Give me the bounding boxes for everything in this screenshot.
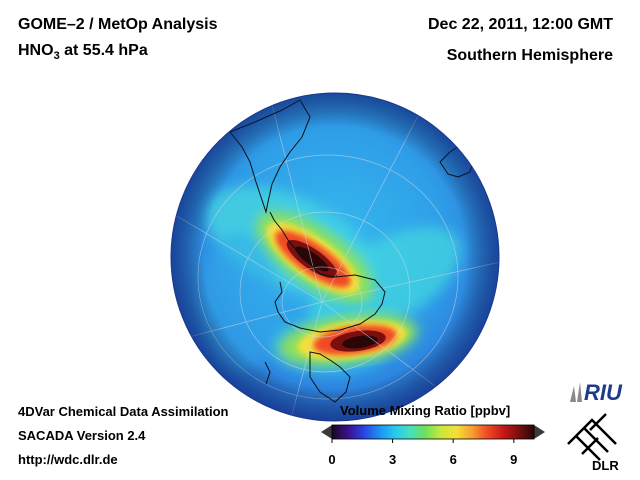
riu-logo: RIU [570, 380, 623, 405]
colorbar-max-arrow [534, 425, 545, 439]
colorbar-tick-label: 6 [449, 452, 457, 467]
hemisphere-label: Southern Hemisphere [446, 47, 613, 64]
colorbar-tick-label: 0 [328, 452, 336, 467]
colorbar-tick-label: 9 [510, 452, 518, 467]
version-label: SACADA Version 2.4 [18, 428, 146, 443]
species-suffix: at 55.4 hPa [59, 42, 148, 59]
globe-map [170, 92, 500, 422]
colorbar-gradient [332, 425, 534, 439]
source-url: http://wdc.dlr.de [18, 452, 118, 467]
species-prefix: HNO [18, 42, 54, 59]
map-title: GOME–2 / MetOp Analysis [18, 16, 218, 33]
colorbar-min-arrow [321, 425, 332, 439]
dlr-logo: DLR [567, 413, 619, 472]
dlr-logo-text: DLR [592, 458, 619, 472]
colorbar-label: Volume Mixing Ratio [ppbv] [340, 403, 511, 418]
method-label: 4DVar Chemical Data Assimilation [18, 404, 229, 419]
colorbar [321, 424, 545, 443]
species-label: HNO3 at 55.4 hPa [18, 42, 148, 62]
riu-logo-text: RIU [584, 380, 623, 405]
colorbar-tick-label: 3 [388, 452, 397, 467]
species-subscript: 3 [53, 50, 60, 63]
date-label: Dec 22, 2011, 12:00 GMT [428, 16, 613, 33]
